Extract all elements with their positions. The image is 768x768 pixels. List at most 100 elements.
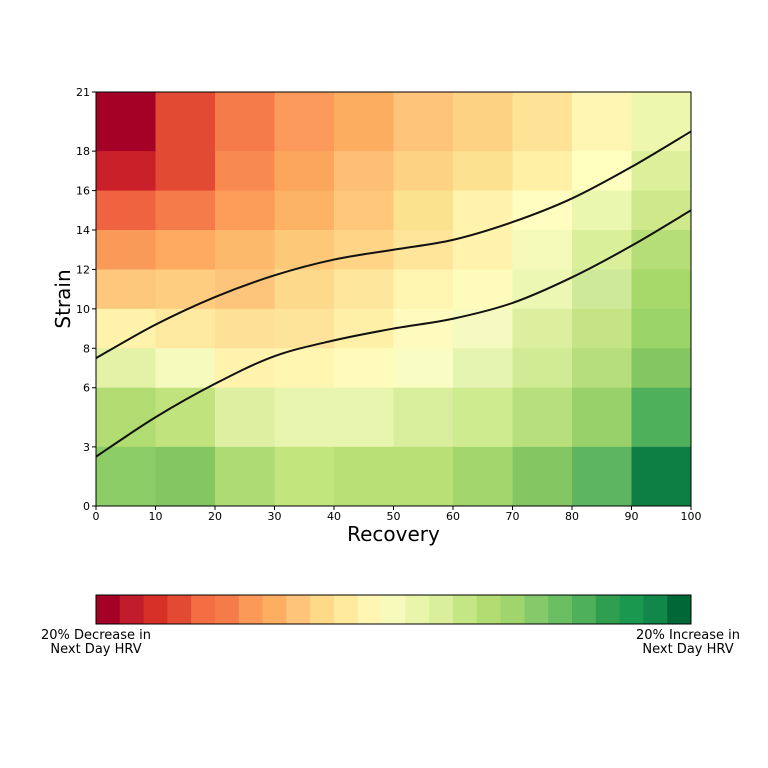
heatmap-cell bbox=[334, 230, 394, 270]
heatmap-cell bbox=[512, 230, 573, 270]
heatmap-cell bbox=[393, 190, 454, 231]
heatmap-cell bbox=[334, 446, 394, 507]
y-tick-label: 21 bbox=[76, 86, 90, 99]
heatmap-cell bbox=[274, 446, 335, 507]
heatmap-cell bbox=[215, 190, 275, 231]
heatmap-cell bbox=[453, 446, 513, 507]
colorbar-swatch bbox=[500, 595, 525, 624]
heatmap-cell bbox=[334, 308, 394, 349]
heatmap-cell bbox=[155, 348, 216, 389]
y-tick-label: 0 bbox=[83, 500, 90, 513]
heatmap-cell bbox=[572, 269, 632, 310]
x-tick-label: 90 bbox=[625, 510, 639, 523]
heatmap-cell bbox=[631, 92, 692, 152]
heatmap-cell bbox=[215, 151, 275, 192]
heatmap-cell bbox=[393, 446, 454, 507]
x-tick-label: 60 bbox=[446, 510, 460, 523]
heatmap-cell bbox=[155, 308, 216, 349]
heatmap-cell bbox=[572, 92, 632, 152]
heatmap-cell bbox=[393, 348, 454, 389]
y-axis-ticks: 0 3 6 8 10 12 14 16 18 21 bbox=[76, 86, 96, 513]
heatmap-cell bbox=[393, 230, 454, 270]
heatmap-cell bbox=[274, 92, 335, 152]
y-tick-label: 10 bbox=[76, 303, 90, 316]
heatmap-cell bbox=[572, 387, 632, 448]
heatmap-cell bbox=[393, 92, 454, 152]
heatmap-cell bbox=[453, 230, 513, 270]
heatmap-cell bbox=[96, 190, 156, 231]
heatmap-cell bbox=[155, 230, 216, 270]
colorbar-right-label: 20% Increase in Next Day HRV bbox=[635, 628, 741, 657]
heatmap-cell bbox=[96, 269, 156, 310]
heatmap-cell bbox=[274, 269, 335, 310]
upper-boundary-curve bbox=[95, 130, 692, 360]
heatmap-cell bbox=[96, 230, 156, 270]
colorbar-swatch bbox=[643, 595, 668, 624]
heatmap-cell bbox=[155, 446, 216, 507]
heatmap-cell bbox=[215, 269, 275, 310]
x-tick-label: 100 bbox=[681, 510, 702, 523]
y-tick-label: 6 bbox=[83, 382, 90, 395]
colorbar-swatch bbox=[405, 595, 430, 624]
x-tick-label: 50 bbox=[387, 510, 401, 523]
y-tick-label: 18 bbox=[76, 145, 90, 158]
heatmap-cell bbox=[512, 348, 573, 389]
heatmap-cell bbox=[155, 92, 216, 152]
heatmap-cell bbox=[96, 348, 156, 389]
colorbar-swatch bbox=[334, 595, 359, 624]
heatmap-cell bbox=[393, 308, 454, 349]
heatmap-cell bbox=[631, 151, 692, 192]
heatmap-cell bbox=[96, 151, 156, 192]
y-tick-label: 3 bbox=[83, 441, 90, 454]
heatmap-cell bbox=[96, 92, 156, 152]
heatmap-cell bbox=[393, 269, 454, 310]
heatmap-cell bbox=[572, 446, 632, 507]
heatmap-cell bbox=[631, 308, 692, 349]
x-tick-label: 0 bbox=[93, 510, 100, 523]
heatmap-cell bbox=[334, 387, 394, 448]
heatmap-cell bbox=[453, 348, 513, 389]
colorbar-swatch bbox=[143, 595, 168, 624]
colorbar-left-label: 20% Decrease in Next Day HRV bbox=[41, 628, 151, 657]
heatmap-cell bbox=[96, 446, 156, 507]
colorbar-swatch bbox=[167, 595, 192, 624]
heatmap-cell bbox=[274, 151, 335, 192]
heatmap-cell bbox=[572, 190, 632, 231]
heatmap-cell bbox=[631, 190, 692, 231]
heatmap-cell bbox=[572, 348, 632, 389]
colorbar-swatch bbox=[476, 595, 502, 624]
heatmap-cell bbox=[512, 387, 573, 448]
heatmap-cell bbox=[274, 190, 335, 231]
colorbar-swatch bbox=[357, 595, 383, 624]
x-axis-title: Recovery bbox=[347, 522, 440, 546]
y-axis-title: Strain bbox=[51, 269, 75, 328]
colorbar-swatch bbox=[119, 595, 145, 624]
colorbar bbox=[96, 595, 692, 624]
colorbar-frame bbox=[95, 594, 692, 625]
lower-boundary-curve bbox=[95, 209, 692, 458]
boundary-curves bbox=[95, 130, 692, 458]
heatmap-cell bbox=[393, 387, 454, 448]
colorbar-swatch bbox=[310, 595, 335, 624]
x-tick-label: 40 bbox=[327, 510, 341, 523]
x-tick-label: 10 bbox=[149, 510, 163, 523]
heatmap-cell bbox=[155, 190, 216, 231]
heatmap-cell bbox=[334, 348, 394, 389]
y-tick-label: 12 bbox=[76, 263, 90, 276]
heatmap-cell bbox=[155, 269, 216, 310]
heatmap-cell bbox=[334, 190, 394, 231]
colorbar-swatch bbox=[286, 595, 311, 624]
colorbar-swatch bbox=[238, 595, 264, 624]
colorbar-swatch bbox=[667, 595, 692, 624]
heatmap-cell bbox=[631, 230, 692, 270]
heatmap-cell bbox=[274, 230, 335, 270]
x-axis-ticks: 0 10 20 30 40 50 60 70 80 90 100 bbox=[93, 506, 702, 523]
heatmap-cell bbox=[631, 269, 692, 310]
heatmap-cell bbox=[274, 387, 335, 448]
heatmap-cell bbox=[155, 387, 216, 448]
heatmap-cell bbox=[512, 151, 573, 192]
heatmap-cell bbox=[453, 308, 513, 349]
heatmap-cell bbox=[512, 92, 573, 152]
heatmap-cell bbox=[631, 446, 692, 507]
